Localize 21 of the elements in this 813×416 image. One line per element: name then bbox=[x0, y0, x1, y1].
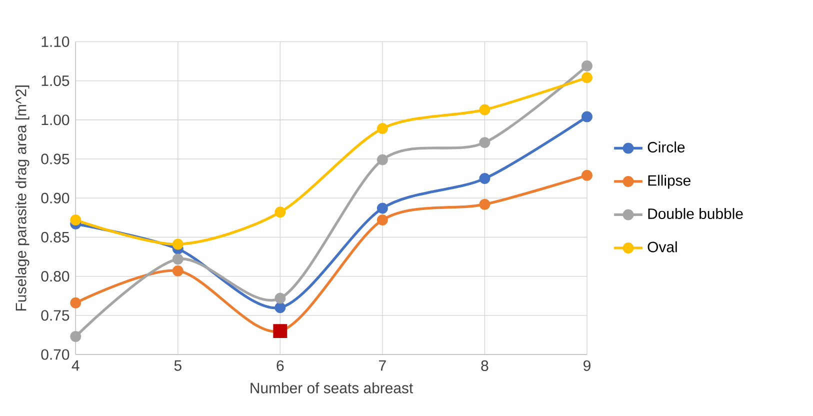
y-tick-label: 1.05 bbox=[42, 75, 70, 86]
y-tick-label: 0.80 bbox=[41, 271, 70, 282]
y-tick-label: 0.95 bbox=[41, 154, 70, 164]
legend-label: Ellipse bbox=[648, 174, 690, 189]
y-axis-title: Fuselage parasite drag area [m^2] bbox=[15, 86, 30, 311]
x-axis-title: Number of seats abreast bbox=[250, 382, 414, 394]
x-tick-label: 4 bbox=[72, 360, 80, 371]
legend-label: Double bubble bbox=[648, 208, 743, 220]
y-tick-label: 1.00 bbox=[42, 114, 70, 126]
x-tick-label: 5 bbox=[174, 360, 182, 371]
legend-label: Circle bbox=[648, 142, 685, 153]
x-tick-label: 8 bbox=[481, 360, 488, 371]
y-tick-label: 0.70 bbox=[41, 349, 70, 360]
legend-label: Oval bbox=[648, 241, 677, 252]
y-tick-label: 1.10 bbox=[42, 36, 70, 47]
x-tick-label: 6 bbox=[276, 360, 284, 371]
y-tick-label: 0.85 bbox=[41, 232, 70, 243]
x-tick-label: 9 bbox=[584, 360, 590, 371]
y-tick-label: 0.75 bbox=[41, 310, 70, 321]
x-tick-label: 7 bbox=[379, 360, 386, 371]
y-tick-label: 0.90 bbox=[41, 192, 70, 204]
